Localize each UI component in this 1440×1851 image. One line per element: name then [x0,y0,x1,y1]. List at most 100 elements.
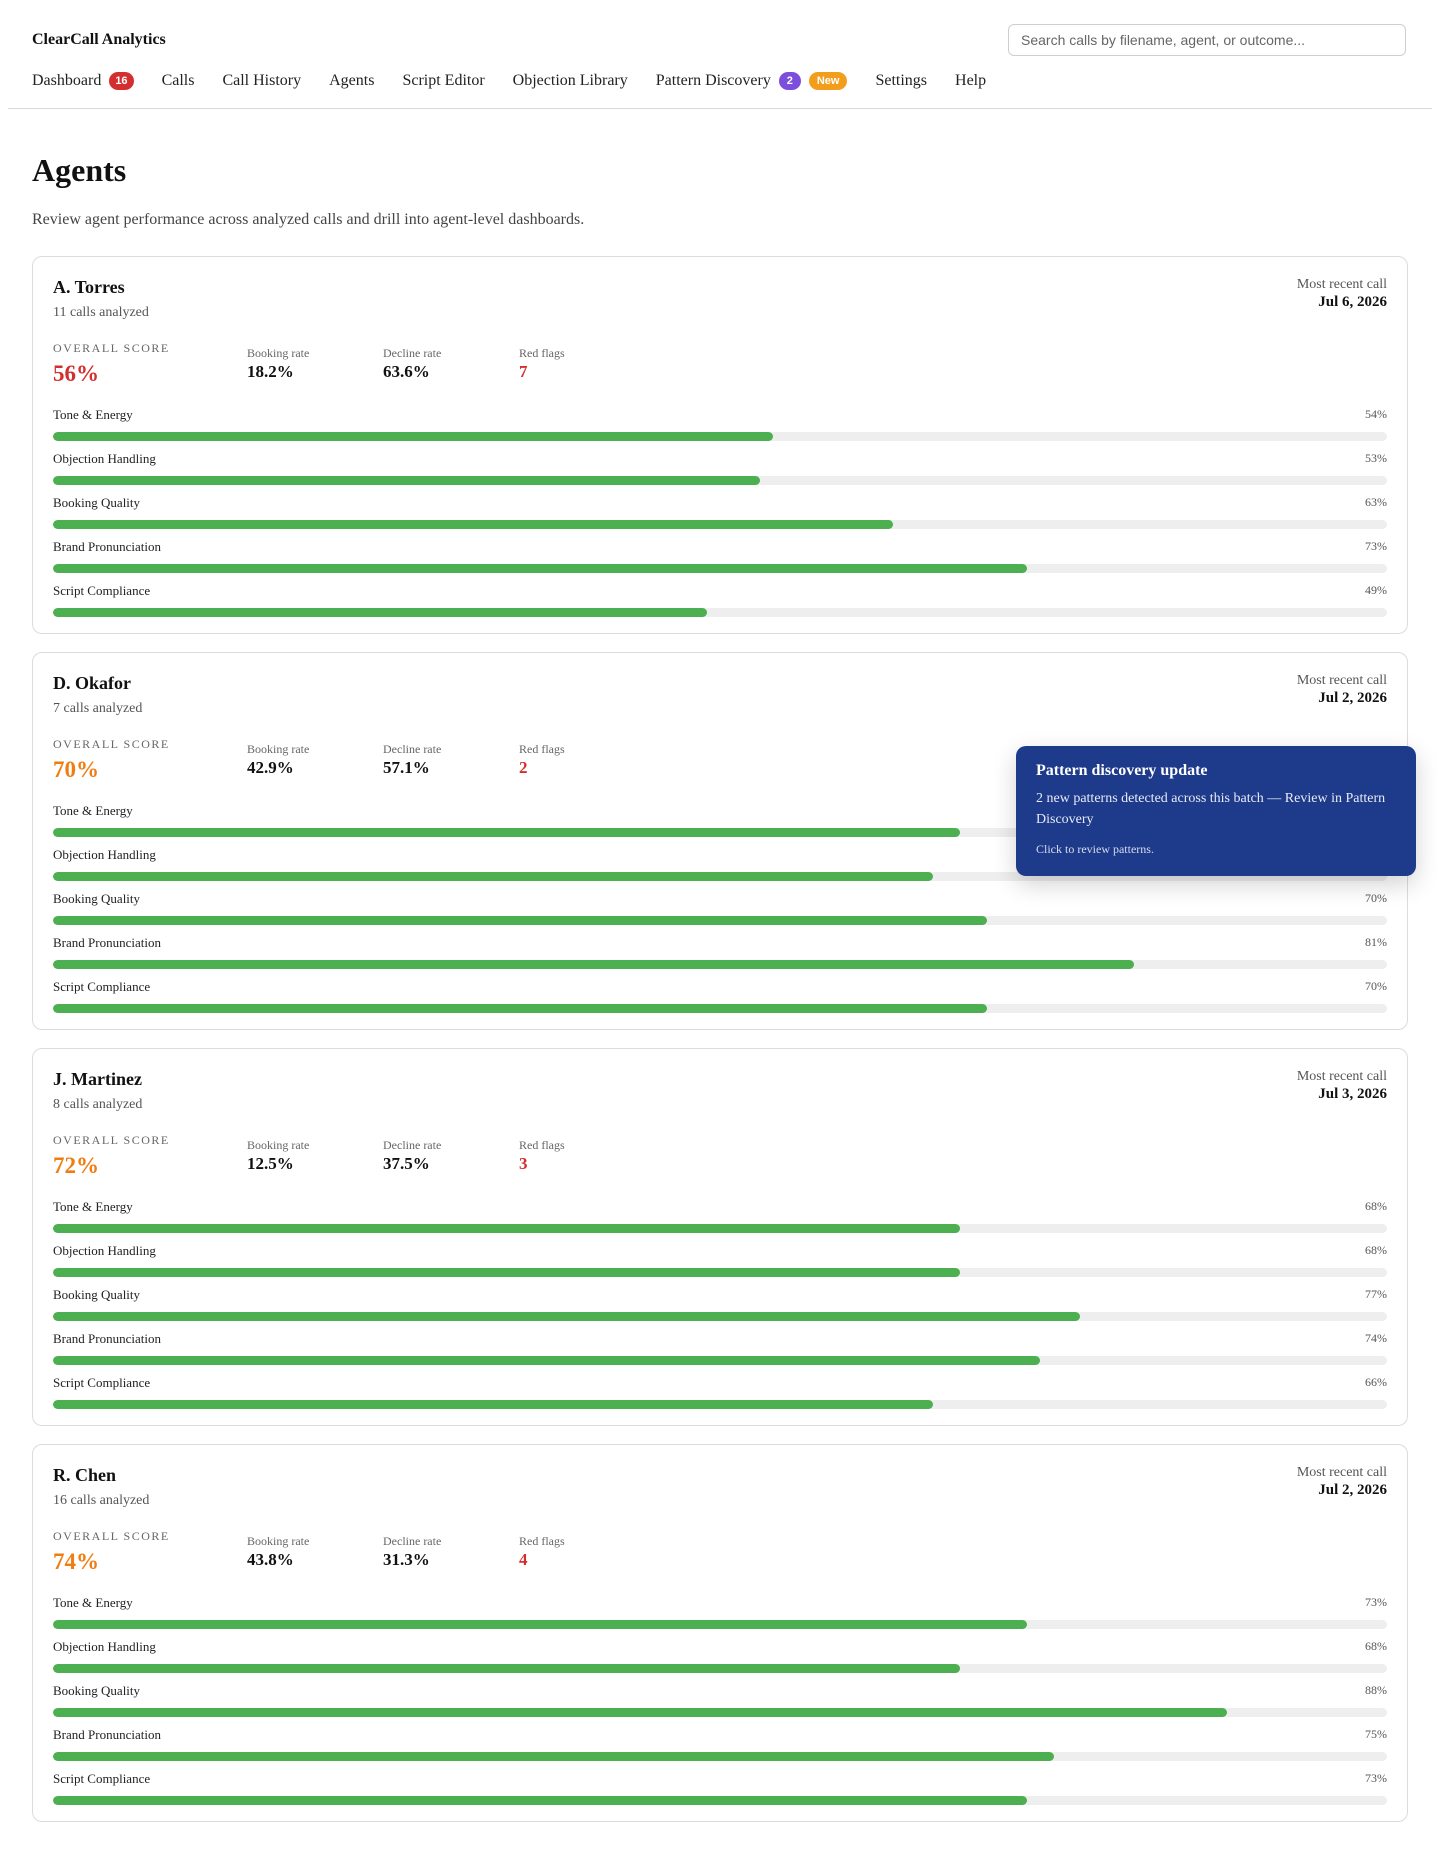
agent-name[interactable]: R. Chen [53,1465,117,1485]
booking-rate-value: 42.9% [247,758,294,777]
most-recent-date: Jul 6, 2026 [1318,294,1387,310]
metric-value: 63% [1365,495,1387,509]
metric-list: Tone & Energy 68% Objection Handling 68% Boo… [53,1199,1387,1419]
metric-progress-track [53,1796,1387,1805]
metric-value: 73% [1365,1771,1387,1785]
nav-label: Settings [875,72,928,89]
toast-hint: Click to review patterns. [1036,842,1154,856]
metric-value: 68% [1365,1199,1387,1213]
metric-value: 70% [1365,891,1387,905]
red-flags-label: Red flags [519,1534,565,1548]
search-input[interactable] [1008,24,1406,56]
red-flags-value: 3 [519,1154,528,1173]
metric-row: Brand Pronunciation 74% [53,1331,1387,1375]
metric-label: Script Compliance [53,979,151,994]
metric-progress-fill [53,1664,961,1673]
metric-progress-track [53,1268,1387,1277]
metric-progress-track [53,520,1387,529]
metric-label: Script Compliance [53,1771,151,1786]
decline-rate-stat: Decline rate 31.3% [383,1534,441,1570]
calls-analyzed: 11 calls analyzed [53,305,149,320]
most-recent-date: Jul 3, 2026 [1318,1086,1387,1102]
nav-item-objection-library[interactable]: Objection Library [513,72,628,90]
metric-label: Objection Handling [53,1639,156,1654]
metric-value: 54% [1365,407,1387,421]
nav-item-help[interactable]: Help [955,72,986,90]
nav-item-calls[interactable]: Calls [162,72,195,90]
metric-value: 73% [1365,539,1387,553]
metric-label: Booking Quality [53,495,141,510]
booking-rate-label: Booking rate [247,346,310,360]
nav-item-call-history[interactable]: Call History [222,72,301,90]
booking-rate-stat: Booking rate 12.5% [247,1138,309,1174]
metric-value: 77% [1365,1287,1387,1301]
booking-rate-value: 43.8% [247,1550,294,1569]
metric-progress-fill [53,1004,987,1013]
most-recent-label: Most recent call [1296,1465,1387,1480]
metric-progress-fill [53,476,761,485]
dashboard-count-badge: 16 [109,72,134,90]
metric-row: Tone & Energy 54% [53,407,1387,451]
pattern-count-badge: 2 [778,72,801,90]
agent-name[interactable]: D. Okafor [53,673,131,693]
most-recent-label: Most recent call [1296,673,1387,688]
overall-score-value: 56% [53,361,99,386]
new-tag-badge: New [808,72,848,90]
agent-name[interactable]: A. Torres [53,277,125,297]
metric-row: Script Compliance 73% [53,1771,1387,1815]
nav-item-script-editor[interactable]: Script Editor [402,72,484,90]
red-flags-stat: Red flags 3 [519,1138,565,1174]
overall-score-label: OVERALL SCORE [53,1529,170,1543]
metric-progress-fill [53,564,1027,573]
metric-progress-fill [53,1752,1054,1761]
most-recent-date: Jul 2, 2026 [1318,1482,1387,1498]
metric-label: Script Compliance [53,583,151,598]
metric-label: Brand Pronunciation [53,539,161,554]
decline-rate-stat: Decline rate 37.5% [383,1138,441,1174]
decline-rate-stat: Decline rate 63.6% [383,346,441,382]
metric-row: Booking Quality 77% [53,1287,1387,1331]
metric-row: Objection Handling 68% [53,1639,1387,1683]
overall-score-value: 70% [53,757,99,782]
booking-rate-stat: Booking rate 42.9% [247,742,309,778]
metric-progress-track [53,828,1387,837]
pattern-discovery-toast[interactable]: Pattern discovery update 2 new patterns … [1016,746,1416,876]
booking-rate-stat: Booking rate 43.8% [247,1534,309,1570]
metric-progress-fill [53,1312,1081,1321]
booking-rate-label: Booking rate [247,742,310,756]
metric-progress-fill [53,1224,961,1233]
nav-item-pattern-discovery[interactable]: Pattern Discovery 2 New [656,72,848,90]
booking-rate-label: Booking rate [247,1138,310,1152]
agent-card[interactable]: R. Chen 16 calls analyzed Most recent call… [32,1444,1408,1822]
calls-analyzed: 16 calls analyzed [53,1493,150,1508]
nav-item-agents[interactable]: Agents [329,72,374,90]
metric-value: 70% [1365,979,1387,993]
booking-rate-stat: Booking rate 18.2% [247,346,309,382]
metric-label: Booking Quality [53,891,141,906]
metric-progress-track [53,872,1387,881]
metric-value: 81% [1365,935,1387,949]
booking-rate-label: Booking rate [247,1534,310,1548]
red-flags-stat: Red flags 4 [519,1534,565,1570]
metric-value: 75% [1365,1727,1387,1741]
app-brand[interactable]: ClearCall Analytics [32,31,166,48]
nav-item-dashboard[interactable]: Dashboard 16 [32,72,134,90]
decline-rate-label: Decline rate [383,1138,442,1152]
metric-row: Tone & Energy 73% [53,1595,1387,1639]
agent-card[interactable]: A. Torres 11 calls analyzed Most recent ca… [32,256,1408,634]
calls-analyzed: 8 calls analyzed [53,1097,143,1112]
metric-value: 73% [1365,1595,1387,1609]
red-flags-label: Red flags [519,742,565,756]
metric-row: Brand Pronunciation 75% [53,1727,1387,1771]
metric-row: Script Compliance 70% [53,979,1387,1023]
page-subtitle: Review agent performance across analyzed… [32,211,585,228]
metric-progress-fill [53,828,961,837]
red-flags-value: 2 [519,758,528,777]
agent-card[interactable]: J. Martinez 8 calls analyzed Most recent c… [32,1048,1408,1426]
nav-item-settings[interactable]: Settings [875,72,927,90]
red-flags-label: Red flags [519,346,565,360]
agent-name[interactable]: J. Martinez [53,1069,142,1089]
top-header: ClearCall Analytics Dashboard 16 Calls C… [8,0,1432,109]
metric-progress-track [53,1752,1387,1761]
metric-progress-track [53,476,1387,485]
